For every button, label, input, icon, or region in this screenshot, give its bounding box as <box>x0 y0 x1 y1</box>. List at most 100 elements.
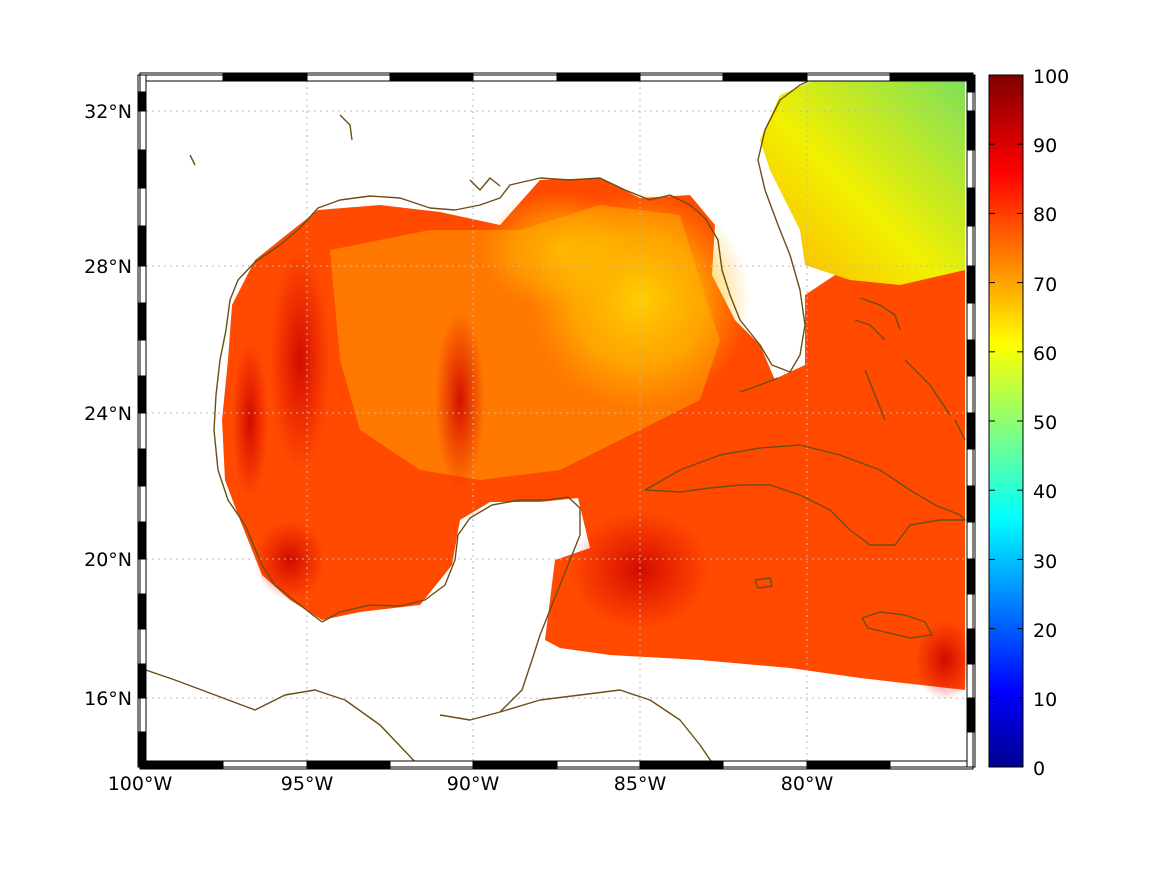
frame-right-segment <box>966 663 976 699</box>
frame-right-segment <box>966 558 976 595</box>
colorbar-labels: 100 90 80 70 60 50 40 30 20 10 0 <box>1033 66 1069 780</box>
frame-bottom-segment <box>222 760 308 770</box>
colorbar-label: 0 <box>1033 758 1045 780</box>
frame-left-segment <box>137 731 147 768</box>
colorbar-label: 30 <box>1033 551 1057 573</box>
colorbar-label: 10 <box>1033 689 1057 711</box>
coastline-bahamas-3 <box>864 369 886 421</box>
coastline-jamaica <box>861 611 933 639</box>
frame-top-segment <box>806 72 891 82</box>
coastline-lake-1 <box>339 114 353 141</box>
coastline-florida-keys <box>739 377 779 393</box>
atlantic-field <box>760 80 965 285</box>
map-frame <box>137 72 976 770</box>
frame-bottom-segment <box>889 760 974 770</box>
dark-streak-caribbean <box>570 510 710 630</box>
frame-left-segment <box>137 628 147 665</box>
lon-label: 100°W <box>108 773 173 795</box>
colorbar-label: 20 <box>1033 620 1057 642</box>
colorbar: 100 90 80 70 60 50 40 30 20 10 0 <box>988 66 1069 780</box>
frame-right-segment <box>966 302 976 341</box>
frame-left-segment <box>137 339 147 377</box>
lat-label: 16°N <box>84 688 132 710</box>
coastline-hispaniola <box>954 419 966 441</box>
lat-label: 32°N <box>84 101 132 123</box>
frame-right-segment <box>966 149 976 189</box>
lat-label: 28°N <box>84 256 132 278</box>
coastline-bahamas-2 <box>854 319 886 341</box>
frame-left-segment <box>137 412 147 450</box>
coastline-lake-2 <box>189 154 196 166</box>
frame-left-segment <box>137 663 147 699</box>
colorbar-label: 70 <box>1033 274 1057 296</box>
frame-bottom-segment <box>556 760 641 770</box>
frame-left-segment <box>137 149 147 189</box>
coastline-mississippi <box>469 177 501 191</box>
frame-left-segment <box>137 697 147 733</box>
frame-bottom-segment <box>389 760 474 770</box>
colorbar-ticks <box>989 74 1023 768</box>
frame-left-segment <box>137 91 147 112</box>
coastlines <box>140 77 966 767</box>
frame-top-segment <box>639 72 724 82</box>
lon-label: 95°W <box>281 773 334 795</box>
colorbar-label: 60 <box>1033 343 1057 365</box>
frame-bottom-segment <box>472 760 558 770</box>
dark-streak-sw <box>255 520 325 600</box>
frame-top-segment <box>472 72 558 82</box>
frame-top-segment <box>889 72 974 82</box>
frame-top-segment <box>556 72 641 82</box>
frame-left-segment <box>137 448 147 487</box>
coastline-cuba <box>644 444 966 546</box>
coastline-yucatan <box>321 496 581 721</box>
colorbar-label: 100 <box>1033 66 1069 88</box>
colorbar-label: 90 <box>1033 135 1057 157</box>
frame-right-segment <box>966 412 976 450</box>
coastline-bahamas-1 <box>859 297 901 331</box>
frame-left-segment <box>137 225 147 267</box>
frame-top-segment <box>139 72 224 82</box>
coastline-isle-youth <box>754 577 773 589</box>
frame-right-segment <box>966 110 976 151</box>
colorbar-label: 50 <box>1033 412 1057 434</box>
frame-bottom-segment <box>722 760 808 770</box>
frame-left-segment <box>137 521 147 560</box>
lon-label: 90°W <box>447 773 500 795</box>
lon-label: 85°W <box>614 773 667 795</box>
colorbar-label: 80 <box>1033 204 1057 226</box>
frame-right-segment <box>966 731 976 768</box>
frame-left-segment <box>137 558 147 595</box>
frame-top-segment <box>306 72 391 82</box>
frame-right-segment <box>966 485 976 523</box>
frame-right-segment <box>966 593 976 630</box>
frame-left-segment <box>137 593 147 630</box>
frame-right-segment <box>966 74 976 93</box>
dark-streak-west-2 <box>232 340 268 500</box>
frame-right-segment <box>966 375 976 414</box>
longitude-labels: 100°W 95°W 90°W 85°W 80°W <box>108 773 834 795</box>
dark-streak-west <box>270 250 330 470</box>
lat-label: 24°N <box>84 403 132 425</box>
coastline-bahamas-4 <box>904 359 951 416</box>
coastline-honduras <box>499 689 716 767</box>
frame-border <box>139 74 974 768</box>
frame-right-segment <box>966 265 976 304</box>
frame-right-segment <box>966 521 976 560</box>
frame-top-segment <box>222 72 308 82</box>
frame-right-segment <box>966 225 976 267</box>
frame-right-segment <box>966 697 976 733</box>
map-plot-area <box>140 75 973 767</box>
frame-left-segment <box>137 485 147 523</box>
frame-right-segment <box>966 91 976 112</box>
frame-left-segment <box>137 265 147 304</box>
frame-right-segment <box>966 339 976 377</box>
lat-label: 20°N <box>84 549 132 571</box>
frame-right-segment <box>966 448 976 487</box>
frame-right-segment <box>966 628 976 665</box>
frame-left-segment <box>137 302 147 341</box>
frame-top-segment <box>722 72 808 82</box>
frame-bottom-segment <box>806 760 891 770</box>
dark-streak-se <box>915 620 973 700</box>
gulf-yellow-zone-2 <box>480 190 640 310</box>
colorbar-label: 40 <box>1033 481 1057 503</box>
